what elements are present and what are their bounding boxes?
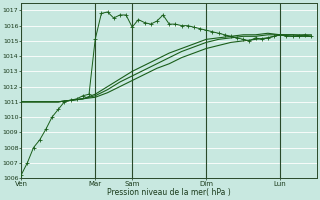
X-axis label: Pression niveau de la mer( hPa ): Pression niveau de la mer( hPa ) <box>107 188 231 197</box>
